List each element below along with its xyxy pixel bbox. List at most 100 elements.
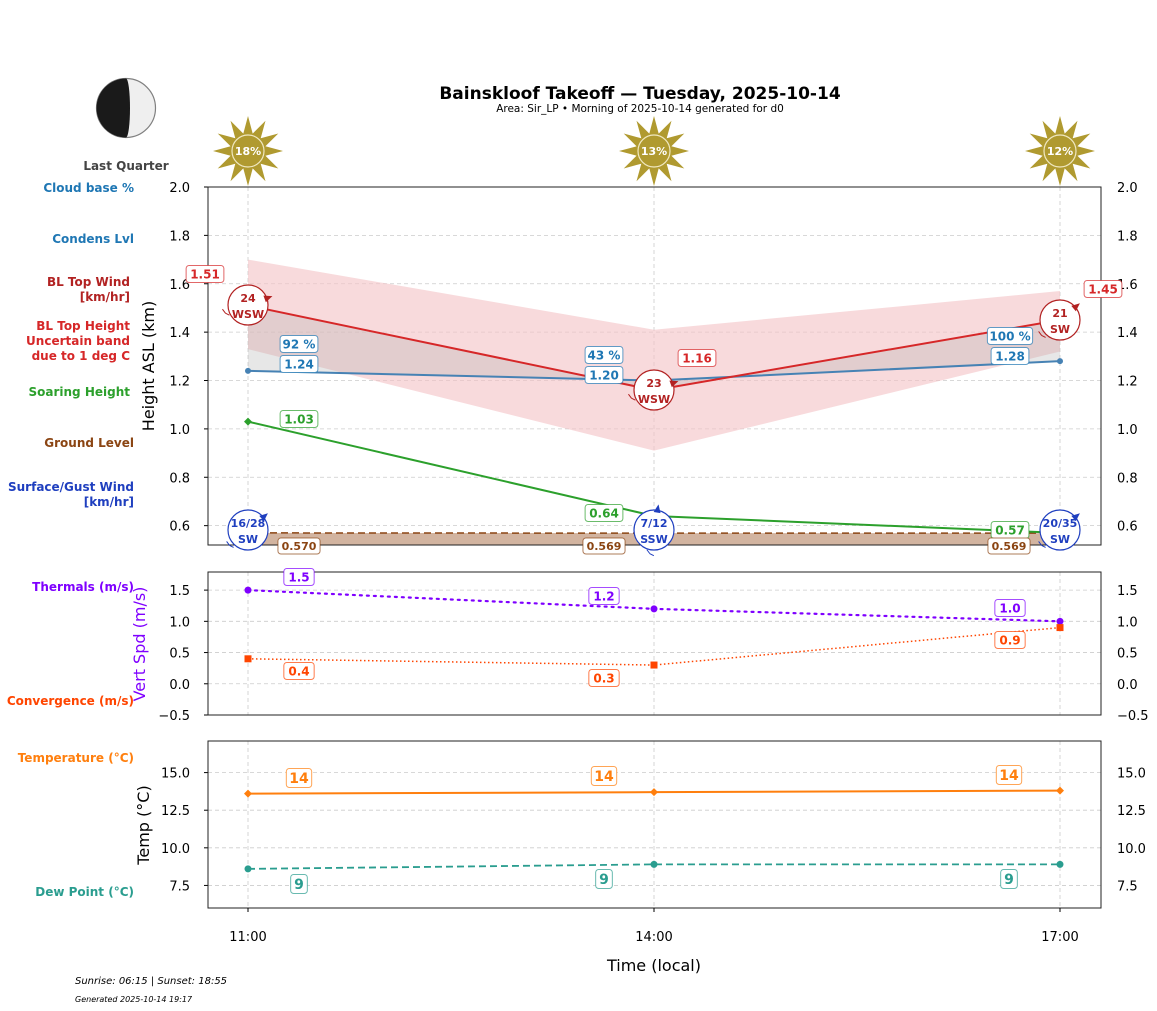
x-tick-label: 11:00 [229, 930, 266, 945]
bl-top-height-label: 1.51 [190, 267, 220, 281]
ground-level-label-box [582, 537, 626, 555]
y-tick-label-left: 0.6 [169, 520, 190, 535]
x-tick-label: 14:00 [635, 930, 672, 945]
condens-level-label-box [279, 355, 319, 373]
condens-level-label: 1.20 [589, 368, 619, 382]
wind-tail-icon [222, 308, 230, 316]
thermals-label: 1.2 [593, 589, 614, 603]
side-label-temperature: Temperature (°C) [18, 751, 134, 765]
dew-point-marker [244, 865, 252, 873]
condens-level-label-box [584, 366, 624, 384]
y-tick-label-right: 1.0 [1117, 615, 1138, 630]
generated-timestamp: Generated 2025-10-14 19:17 [75, 995, 193, 1004]
temperature-marker [1056, 786, 1064, 795]
side-label-thermals: Thermals (m/s) [32, 580, 134, 594]
wind-direction: SW [1050, 323, 1070, 336]
bl-top-wind-indicator: 21 SW [1038, 299, 1081, 341]
y-tick-label-right: 1.5 [1117, 584, 1138, 599]
temperature-label: 14 [289, 771, 309, 787]
temperature-label: 14 [999, 768, 1019, 784]
wind-arrow-icon [1071, 303, 1080, 312]
temperature-label-box [590, 766, 618, 786]
surface-wind-indicator: 7/12 SSW [633, 504, 675, 557]
convergence-marker [244, 655, 252, 663]
side-label-bl-uncertain: Uncertain band [26, 334, 130, 348]
y-tick-label-right: 1.2 [1117, 375, 1138, 390]
ground-level-label-box [987, 537, 1031, 555]
y-tick-label-right: 0.0 [1117, 678, 1138, 693]
vert-spd-axis-label: Vert Spd (m/s) [130, 587, 149, 702]
y-tick-label-right: 12.5 [1117, 804, 1146, 819]
vertical-speed-panel: −0.5 −0.5 0.0 0.0 0.5 0.5 1.0 1.0 1.5 1.5 1.5 1.2 1.… [158, 568, 1149, 724]
temperature-label-box [285, 768, 313, 788]
ground-level-label: 0.569 [587, 540, 622, 553]
temperature-label: 14 [594, 769, 614, 785]
wind-speed: 16/28 [231, 517, 266, 530]
wind-arrow-icon [1071, 513, 1080, 522]
dew-point-label: 9 [599, 872, 609, 888]
ground-level-label: 0.569 [992, 540, 1027, 553]
y-tick-label-left: 10.0 [161, 842, 190, 857]
bl-top-wind-indicator: 24 WSW [222, 284, 273, 326]
y-tick-label-left: 1.2 [169, 375, 190, 390]
sun-disc-icon [1043, 134, 1077, 168]
y-tick-label-left: 0.5 [169, 647, 190, 662]
cloud-base-percent-label-box [584, 346, 624, 364]
wind-tail-icon [646, 549, 655, 557]
wind-tail-icon [1038, 331, 1046, 338]
temperature-label-box [995, 765, 1023, 785]
panel-frame [207, 571, 1102, 716]
side-label-convergence: Convergence (m/s) [7, 694, 134, 708]
wind-tail-icon [1038, 541, 1046, 548]
wind-direction: SSW [640, 533, 667, 546]
y-tick-label-left: 7.5 [169, 879, 190, 894]
bl-top-height-label: 1.16 [682, 351, 712, 365]
side-label-surface-wind: Surface/Gust Wind [8, 480, 134, 494]
y-tick-label-left: 0.8 [169, 471, 190, 486]
dew-point-label-box [595, 869, 613, 889]
side-label-ground: Ground Level [44, 436, 134, 450]
wind-speed: 7/12 [641, 517, 668, 530]
side-label-soaring: Soaring Height [29, 385, 131, 399]
y-tick-label-right: 2.0 [1117, 181, 1138, 196]
cloud-cover-percent: 12% [1047, 145, 1073, 158]
y-tick-label-left: 1.8 [169, 229, 190, 244]
height-panel: 0.6 0.60.8 0.81.0 1.01.2 1.21.4 1.41.6 1.61.8 1… [169, 181, 1138, 557]
y-tick-label-left: 0.0 [169, 678, 190, 693]
y-tick-label-left: 12.5 [161, 804, 190, 819]
condens-level-marker [1057, 358, 1063, 365]
thermals-label-box [283, 568, 315, 586]
chart-subtitle: Area: Sir_LP • Morning of 2025-10-14 gen… [496, 103, 784, 115]
temperature-marker [650, 788, 658, 797]
convergence-label: 0.4 [288, 664, 309, 678]
cloud-base-percent-label: 92 % [283, 337, 316, 351]
dew-point-label: 9 [294, 877, 304, 893]
wind-arrow-icon [653, 504, 661, 514]
convergence-marker [650, 661, 658, 669]
side-label-bl-top-height: BL Top Height [36, 319, 130, 333]
wind-circle [633, 509, 675, 551]
soaring-height-label-box [584, 504, 624, 522]
wind-arrow-icon [263, 295, 273, 303]
side-label-surface-wind-units: [km/hr] [84, 495, 134, 509]
x-tick-label: 17:00 [1041, 930, 1078, 945]
cloud-base-percent-label: 100 % [989, 329, 1030, 343]
wind-circle [1039, 299, 1081, 341]
soaring-height-label: 0.57 [995, 523, 1025, 537]
y-tick-label-right: 7.5 [1117, 879, 1138, 894]
wind-direction: SW [238, 533, 258, 546]
y-tick-label-left: −0.5 [158, 709, 190, 724]
y-tick-label-right: −0.5 [1117, 709, 1149, 724]
thermals-marker [650, 605, 658, 613]
convergence-label-box [994, 631, 1026, 649]
convergence-marker [1056, 624, 1064, 632]
y-tick-label-left: 1.4 [169, 326, 190, 341]
bl-top-height-label-box [677, 349, 717, 367]
condens-level-label-box [990, 347, 1030, 365]
ground-level-label-box [277, 537, 321, 555]
thermals-label: 1.5 [288, 570, 309, 584]
side-label-condens: Condens Lvl [52, 232, 134, 246]
wind-circle [227, 509, 269, 551]
y-tick-label-left: 2.0 [169, 181, 190, 196]
